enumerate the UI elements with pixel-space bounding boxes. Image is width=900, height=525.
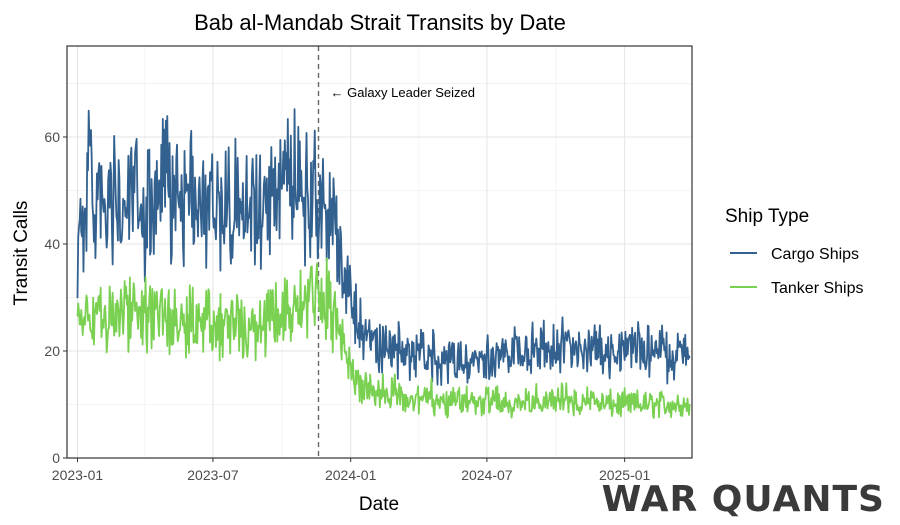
annotation-label: ← Galaxy Leader Seized	[330, 85, 475, 100]
chart-title: Bab al-Mandab Strait Transits by Date	[194, 10, 566, 35]
x-tick-label: 2023-01	[52, 467, 104, 483]
x-axis: 2023-01 2023-07 2024-01 2024-07 2025-01	[52, 458, 651, 483]
y-tick-label: 60	[44, 129, 60, 145]
legend: Ship Type Cargo Ships Tanker Ships	[725, 206, 864, 297]
y-tick-label: 0	[52, 450, 60, 466]
plot-border	[66, 45, 693, 459]
plot-area: ← Galaxy Leader Seized	[66, 45, 693, 459]
series-layer	[76, 108, 691, 419]
legend-title: Ship Type	[725, 206, 809, 227]
x-tick-label: 2023-07	[187, 467, 239, 483]
series-line-cargo	[76, 108, 691, 387]
series-line-tanker	[76, 257, 691, 419]
y-axis-title: Transit Calls	[11, 201, 32, 306]
x-tick-label: 2024-07	[461, 467, 513, 483]
legend-label: Tanker Ships	[771, 280, 864, 297]
x-axis-title: Date	[359, 494, 399, 515]
legend-items: Cargo Ships Tanker Ships	[730, 246, 864, 297]
legend-label: Cargo Ships	[771, 246, 859, 263]
y-axis: 0 20 40 60	[44, 129, 67, 466]
x-tick-label: 2024-01	[325, 467, 377, 483]
watermark-logo: WAR QUANTS	[602, 479, 885, 520]
y-tick-label: 40	[44, 236, 60, 252]
y-tick-label: 20	[44, 343, 60, 359]
x-tick-label: 2025-01	[599, 467, 651, 483]
